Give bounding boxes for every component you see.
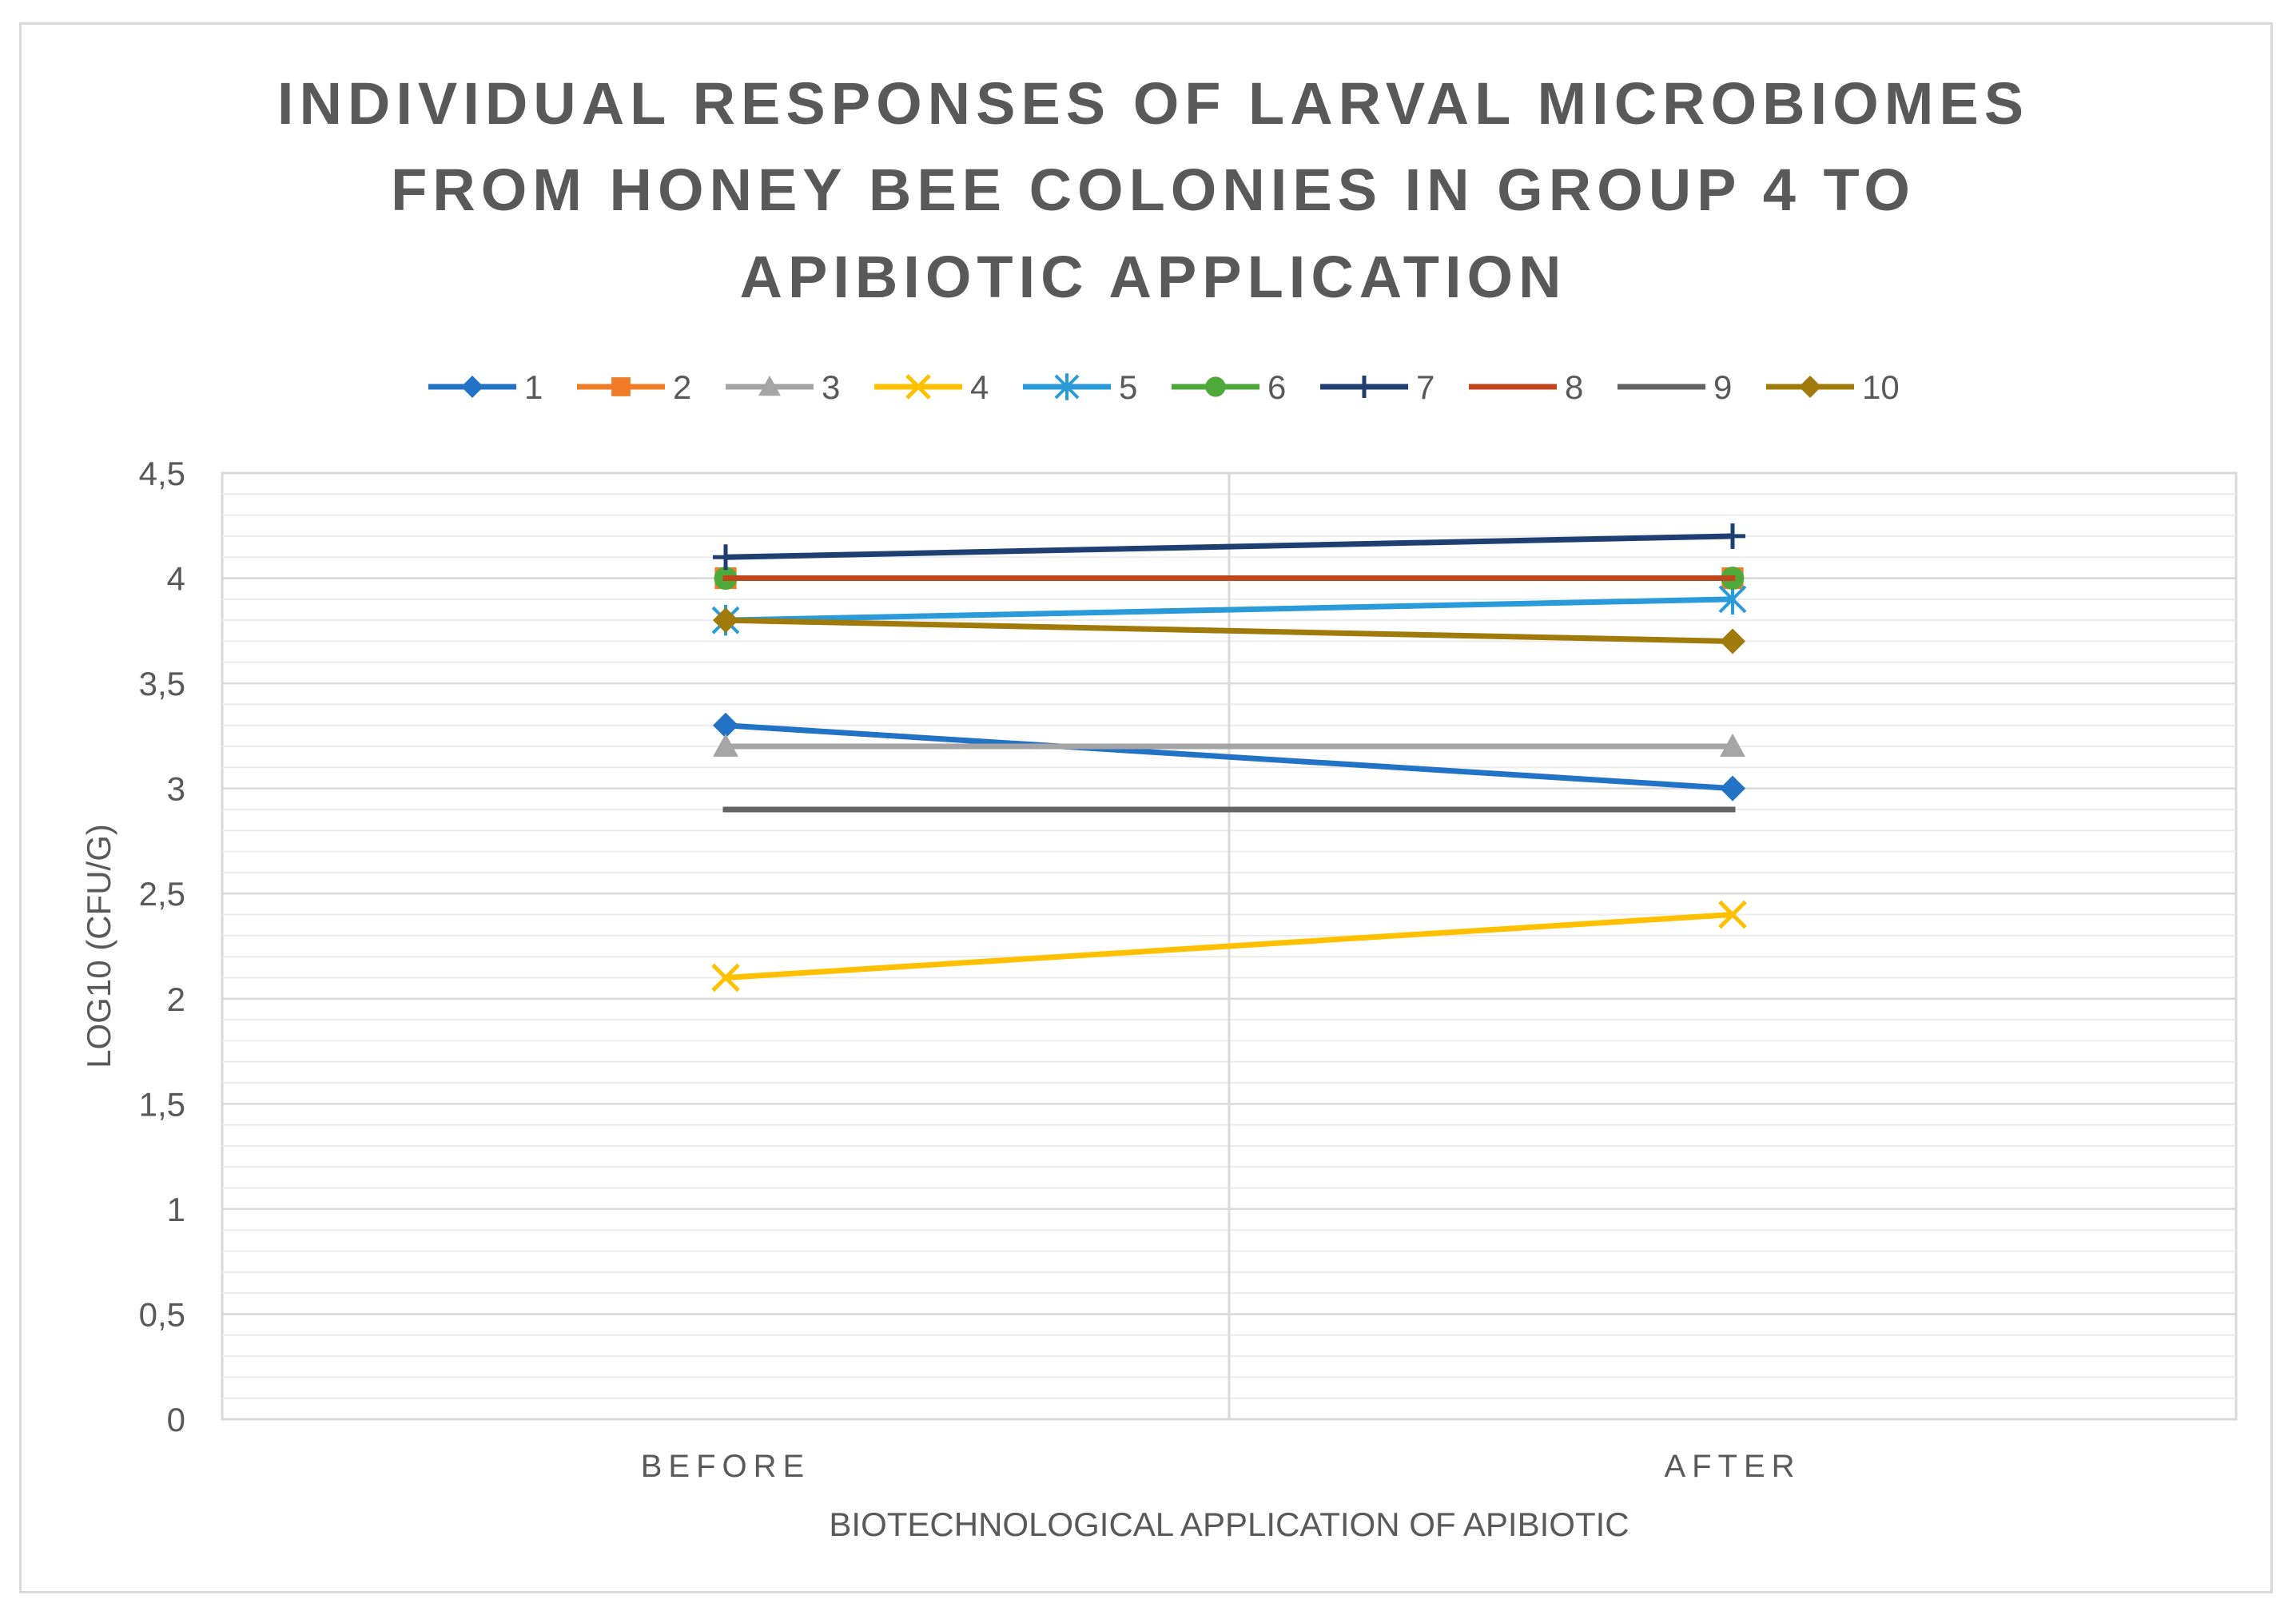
x-axis-label: BIOTECHNOLOGICAL APPLICATION OF APIBIOTI… xyxy=(829,1506,1629,1543)
y-tick-label: 4,5 xyxy=(139,455,185,492)
data-point-marker xyxy=(713,712,738,738)
chart-title-line-3: APIBIOTIC APPLICATION xyxy=(740,244,1567,310)
series-4 xyxy=(711,900,1747,992)
y-axis-ticks: 0 0,5 1 1,5 2 2,5 3 3,5 4 4,5 xyxy=(139,455,185,1438)
legend-label: 7 xyxy=(1416,368,1435,406)
series-line xyxy=(722,533,1736,560)
x-tick-label: AFTER xyxy=(1664,1449,1801,1484)
legend-label: 9 xyxy=(1713,368,1732,406)
legend-label: 8 xyxy=(1565,368,1583,406)
y-tick-label: 2,5 xyxy=(139,875,185,913)
series-1 xyxy=(713,712,1745,802)
data-point-marker xyxy=(713,607,738,634)
chart-title-line-1: INDIVIDUAL RESPONSES OF LARVAL MICROBIOM… xyxy=(277,70,2029,137)
y-tick-label: 3,5 xyxy=(139,665,185,702)
legend-entry-1: 1 xyxy=(428,368,543,406)
data-point-marker xyxy=(1205,376,1226,397)
legend: 1 2 3 4 5 6 7 8 9 10 xyxy=(428,368,1900,406)
y-tick-label: 2 xyxy=(167,981,185,1018)
legend-label: 4 xyxy=(970,368,989,406)
series-3 xyxy=(713,734,1745,757)
legend-entry-8: 8 xyxy=(1469,368,1583,406)
data-point-marker xyxy=(1720,734,1745,757)
legend-label: 2 xyxy=(673,368,691,406)
legend-entry-9: 9 xyxy=(1618,368,1732,406)
data-point-marker xyxy=(905,374,931,400)
legend-entry-6: 6 xyxy=(1172,368,1286,406)
legend-entry-3: 3 xyxy=(726,368,840,406)
legend-label: 3 xyxy=(822,368,840,406)
series-line xyxy=(722,617,1736,644)
legend-entry-10: 10 xyxy=(1766,368,1900,406)
series-7 xyxy=(713,523,1745,571)
legend-label: 6 xyxy=(1267,368,1286,406)
data-point-marker xyxy=(713,544,738,571)
chart-title: INDIVIDUAL RESPONSES OF LARVAL MICROBIOM… xyxy=(277,70,2029,310)
legend-label: 1 xyxy=(524,368,543,406)
y-axis-label: LOG10 (CFU/G) xyxy=(80,824,117,1068)
legend-entry-5: 5 xyxy=(1023,368,1137,406)
data-point-marker xyxy=(758,376,781,396)
chart-title-line-2: FROM HONEY BEE COLONIES IN GROUP 4 TO xyxy=(391,157,1916,223)
y-tick-label: 4 xyxy=(167,560,185,598)
legend-entry-2: 2 xyxy=(577,368,691,406)
data-point-marker xyxy=(711,963,740,992)
gridlines xyxy=(222,473,2236,1419)
marker-stroke xyxy=(711,963,740,992)
y-tick-label: 0 xyxy=(167,1401,185,1438)
legend-entry-7: 7 xyxy=(1320,368,1435,406)
legend-label: 5 xyxy=(1119,368,1137,406)
legend-label: 10 xyxy=(1862,368,1900,406)
data-point-marker xyxy=(1353,376,1375,398)
y-tick-label: 3 xyxy=(167,770,185,808)
data-point-marker xyxy=(611,377,631,396)
data-point-marker xyxy=(1720,775,1745,802)
series-line xyxy=(722,596,1736,623)
marker-stroke xyxy=(905,374,931,400)
data-point-marker xyxy=(461,376,483,398)
series-line xyxy=(722,912,1736,981)
data-point-marker xyxy=(713,734,738,757)
marker-stroke xyxy=(1718,900,1747,929)
x-axis-ticks: BEFORE AFTER xyxy=(641,1449,1801,1484)
y-tick-label: 1 xyxy=(167,1191,185,1228)
data-point-marker xyxy=(1720,628,1745,654)
series-10 xyxy=(713,607,1745,654)
series-line xyxy=(722,722,1736,792)
data-point-marker xyxy=(1799,376,1821,398)
data-point-marker xyxy=(1718,900,1747,929)
legend-entry-4: 4 xyxy=(874,368,989,406)
x-tick-label: BEFORE xyxy=(641,1449,810,1484)
y-tick-label: 0,5 xyxy=(139,1295,185,1333)
y-tick-label: 1,5 xyxy=(139,1085,185,1123)
data-point-marker xyxy=(1720,523,1745,549)
series-lines xyxy=(711,523,1747,992)
data-point-marker xyxy=(1054,373,1080,400)
